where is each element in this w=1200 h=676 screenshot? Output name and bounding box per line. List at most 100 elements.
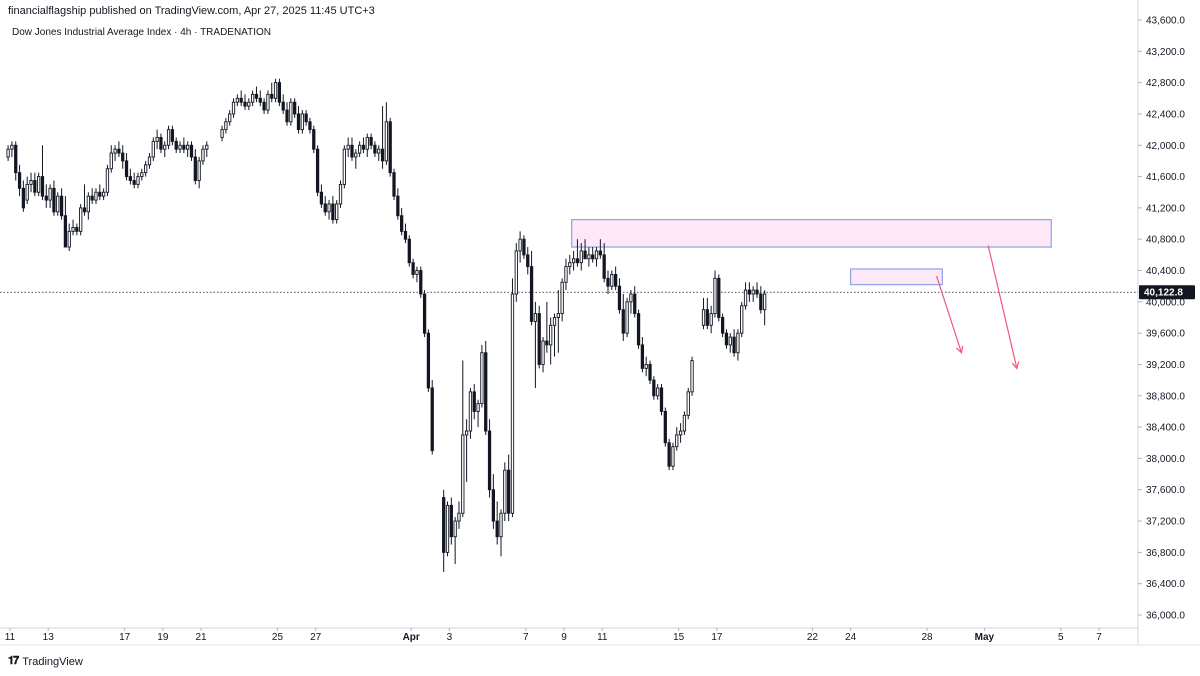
y-tick-label: 38,800.0	[1146, 391, 1185, 402]
publish-info: financialflagship published on TradingVi…	[8, 5, 375, 17]
candle-body-up	[461, 434, 465, 514]
large-down-arrow	[987, 245, 1018, 369]
y-tick-label: 42,800.0	[1146, 78, 1185, 89]
candle-body-down	[705, 309, 709, 326]
candle-body-up	[377, 148, 381, 154]
candle-body-up	[644, 364, 648, 369]
candle-body-down	[472, 391, 476, 412]
y-tick-label: 43,600.0	[1146, 16, 1185, 27]
candle-body-up	[476, 403, 480, 412]
candle-body-up	[144, 164, 148, 174]
x-tick-label: 9	[561, 632, 567, 643]
candle-body-up	[247, 101, 251, 107]
candle-body-up	[549, 324, 553, 346]
candle-body-down	[14, 144, 18, 174]
candle-body-down	[170, 129, 175, 142]
candle-body-down	[90, 195, 94, 201]
tradingview-logo-text: TradingView	[22, 655, 83, 668]
candle-body-up	[541, 340, 545, 365]
candle-body-up	[342, 148, 346, 185]
candle-body-up	[56, 195, 60, 213]
candle-body-down	[380, 148, 385, 162]
candle-body-down	[40, 176, 45, 197]
candle-body-up	[113, 148, 117, 154]
candle-body-up	[560, 281, 564, 315]
candle-body-up	[155, 136, 159, 142]
candle-body-up	[625, 301, 629, 334]
candle-body-down	[419, 270, 423, 295]
candle-body-up	[147, 156, 152, 166]
candle-body-up	[25, 183, 29, 201]
lower-resistance-zone	[850, 268, 943, 286]
candle-body-up	[736, 332, 740, 354]
candle-body-up	[228, 113, 232, 123]
y-tick-label: 38,000.0	[1146, 454, 1185, 465]
candle-body-up	[587, 254, 591, 260]
candle-body-down	[759, 293, 763, 311]
candle-body-down	[331, 203, 335, 221]
candle-body-up	[300, 113, 304, 131]
candle-body-up	[709, 313, 713, 326]
candle-body-up	[763, 293, 767, 311]
small-down-arrow-head	[955, 345, 964, 354]
candle-body-up	[728, 336, 732, 346]
y-tick-label: 36,800.0	[1146, 548, 1185, 559]
candle-body-down	[124, 160, 129, 178]
x-tick-label: 5	[1058, 632, 1064, 643]
candle-body-down	[254, 93, 259, 99]
candle-body-up	[518, 238, 522, 252]
candle-body-up	[740, 305, 744, 334]
candle-body-down	[575, 258, 580, 264]
candle-body-up	[109, 152, 113, 170]
candle-body-down	[396, 195, 400, 217]
candle-body-up	[686, 391, 690, 416]
candle-body-down	[495, 520, 499, 538]
x-tick-label: 17	[119, 632, 131, 643]
candle-body-down	[636, 313, 641, 346]
candle-body-up	[533, 313, 538, 322]
candle-body-down	[529, 266, 534, 322]
candle-body-up	[201, 148, 205, 162]
candle-body-down	[407, 238, 411, 264]
candle-body-up	[338, 183, 343, 205]
candle-body-up	[335, 203, 339, 221]
x-tick-label: 7	[523, 632, 529, 643]
candle-body-down	[182, 144, 186, 150]
x-tick-label: Apr	[403, 632, 420, 643]
candle-body-up	[671, 446, 675, 467]
candle-body-up	[354, 152, 358, 158]
candle-body-down	[304, 113, 308, 123]
candle-body-down	[319, 191, 324, 205]
tradingview-footer[interactable]: 𝟏𝟕 TradingView	[8, 655, 83, 668]
candle-body-up	[10, 144, 14, 150]
candle-body-up	[140, 172, 144, 178]
candle-body-down	[121, 152, 125, 162]
x-tick-label: 11	[597, 632, 608, 643]
candle-body-down	[75, 227, 79, 232]
candle-body-up	[468, 391, 473, 432]
candle-body-up	[346, 144, 350, 150]
candle-body-down	[281, 101, 285, 111]
candle-body-up	[186, 144, 190, 150]
candle-body-up	[445, 504, 450, 553]
candle-body-down	[270, 93, 274, 99]
candle-body-up	[205, 144, 209, 150]
candle-body-up	[105, 168, 110, 193]
upper-resistance-zone	[571, 219, 1052, 248]
candle-body-down	[648, 364, 652, 381]
candle-body-up	[514, 250, 518, 295]
candle-body-up	[365, 136, 369, 150]
candle-body-up	[251, 93, 255, 103]
candle-body-up	[690, 360, 694, 393]
candle-body-down	[392, 172, 396, 197]
candle-body-up	[67, 230, 71, 248]
candle-body-down	[617, 285, 622, 311]
candle-body-down	[369, 136, 373, 146]
symbol-title: Dow Jones Industrial Average Index · 4h …	[12, 27, 271, 38]
x-tick-label: 17	[711, 632, 723, 643]
x-tick-label: 3	[447, 632, 453, 643]
candle-body-up	[71, 227, 75, 232]
x-tick-label: 19	[157, 632, 169, 643]
candle-body-up	[6, 148, 10, 158]
